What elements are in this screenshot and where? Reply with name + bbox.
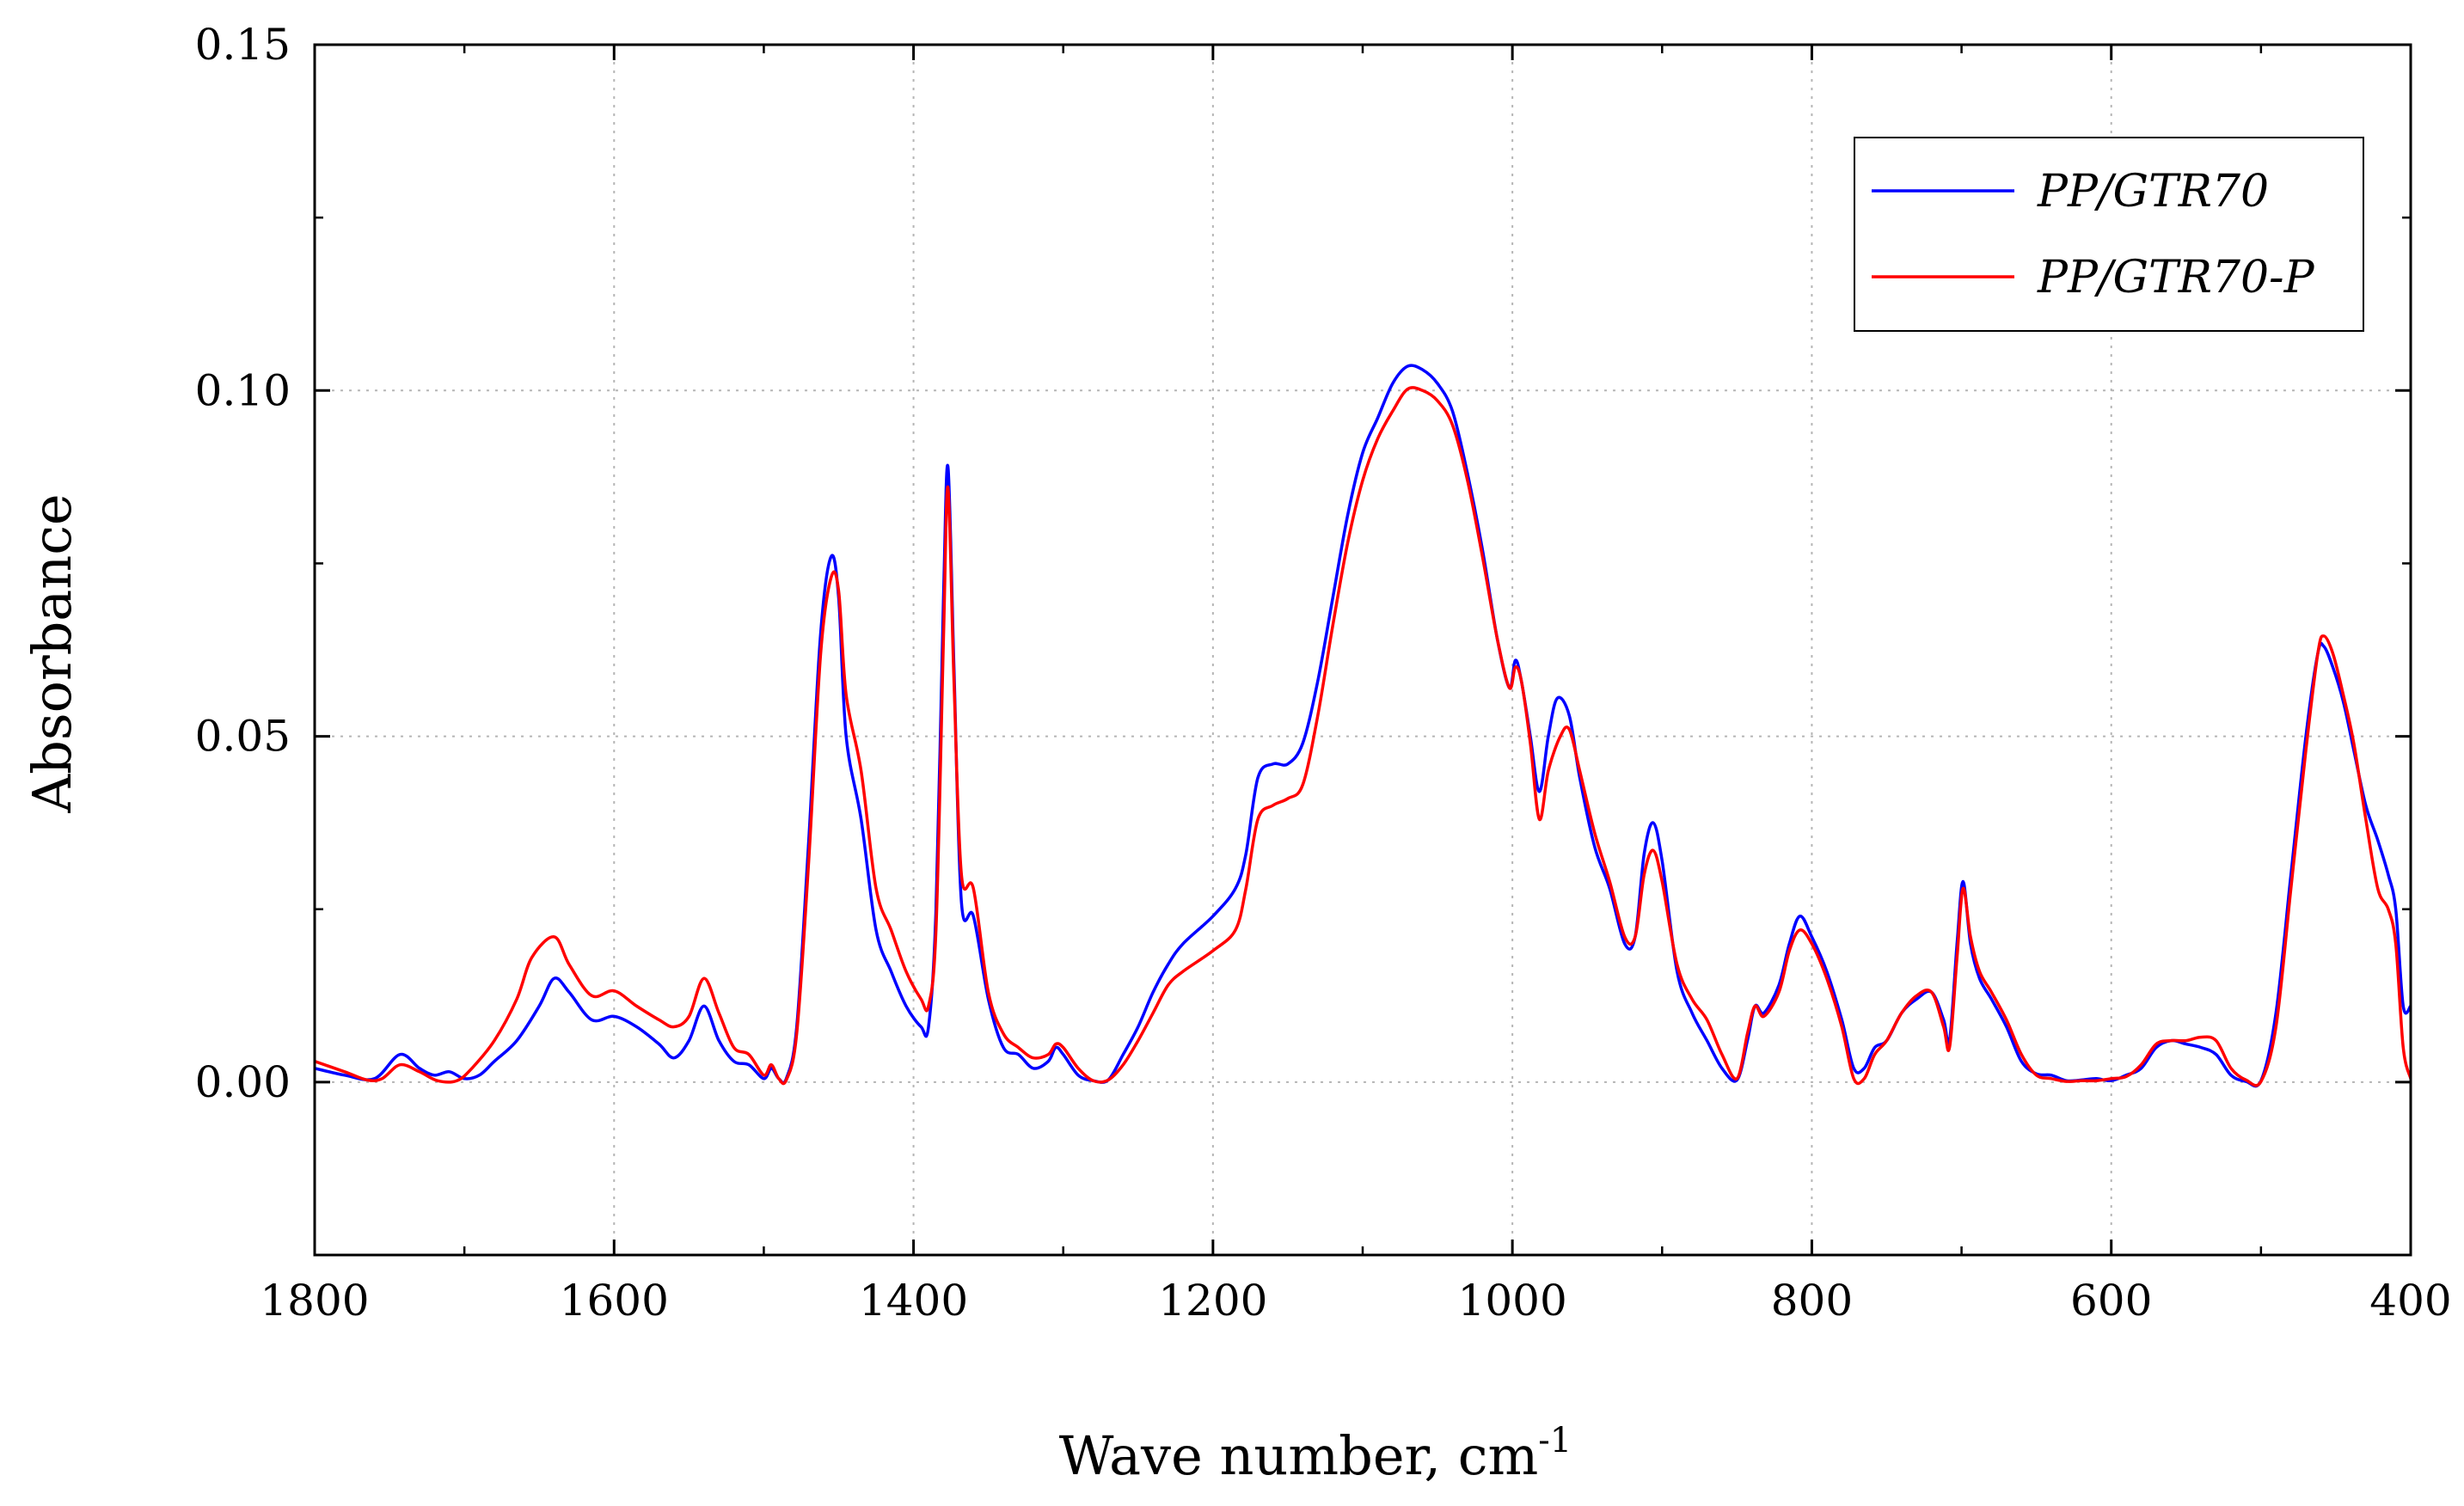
x-tick-label: 1000 [1458, 1276, 1567, 1325]
legend-box [1854, 137, 2364, 332]
x-tick-label: 600 [2070, 1276, 2152, 1325]
y-tick-label: 0.10 [195, 365, 291, 415]
x-tick-label: 800 [1771, 1276, 1853, 1325]
y-tick-label: 0.15 [195, 20, 291, 70]
y-tick-label: 0.00 [195, 1057, 291, 1107]
x-axis-title: Wave number, cm-1 [1059, 1421, 1572, 1487]
legend-label-pp-gtr70-p: PP/GTR70-P [2037, 252, 2315, 303]
x-tick-label: 1400 [859, 1276, 968, 1325]
y-tick-label: 0.05 [195, 712, 291, 762]
legend-label-pp-gtr70: PP/GTR70 [2037, 166, 2269, 217]
x-tick-label: 1200 [1158, 1276, 1267, 1325]
series-layer [315, 364, 2411, 1088]
y-axis-title: Absorbance [21, 493, 83, 813]
x-tick-label: 1800 [260, 1276, 369, 1325]
x-tick-label: 400 [2369, 1276, 2451, 1325]
x-axis-title-superscript: -1 [1538, 1421, 1572, 1460]
x-tick-label: 1600 [560, 1276, 669, 1325]
series-line-pp-gtr70-p [315, 386, 2411, 1087]
legend: PP/GTR70 PP/GTR70-P [1854, 137, 2364, 332]
tick-layer: 1800 1600 1400 1200 1000 800 600 400 0.00 0.05 0.1… [195, 20, 2452, 1325]
